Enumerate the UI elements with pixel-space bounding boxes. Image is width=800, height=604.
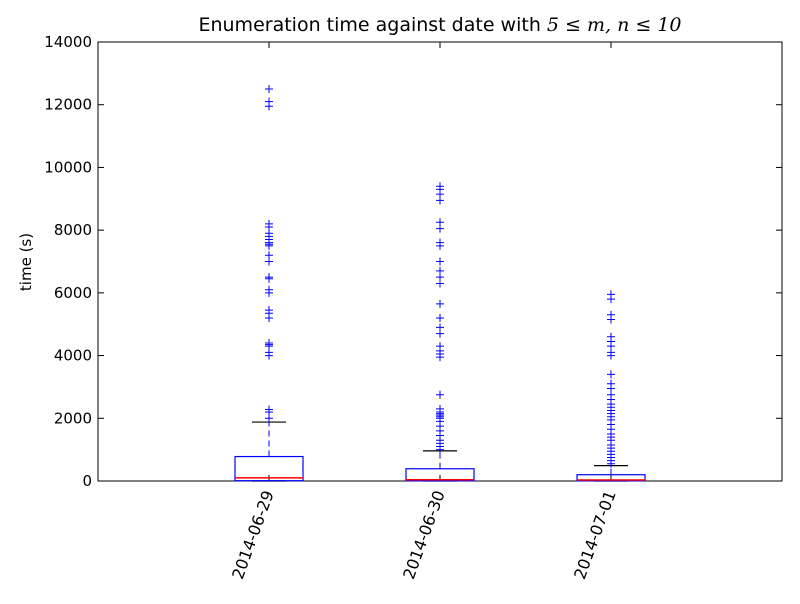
outlier-point: [607, 310, 615, 319]
x-tick-label: 2014-06-30: [399, 488, 449, 582]
outlier-point: [265, 97, 273, 106]
outlier-point: [436, 182, 444, 191]
x-tick-label: 2014-06-29: [228, 488, 278, 582]
chart-title-math: 5 ≤ m, n ≤ 10: [546, 14, 682, 36]
outlier-point: [436, 257, 444, 266]
y-tick-label: 12000: [44, 96, 92, 114]
chart-title: Enumeration time against date with 5 ≤ m…: [98, 14, 782, 36]
iqr-box: [576, 474, 646, 482]
y-tick-label: 0: [82, 472, 92, 490]
iqr-box: [405, 468, 475, 482]
y-tick-label: 10000: [44, 158, 92, 176]
outlier-point: [436, 238, 444, 247]
outlier-point: [436, 390, 444, 399]
iqr-box: [234, 455, 304, 482]
chart-title-text: Enumeration time against date with: [198, 14, 547, 36]
outlier-point: [607, 379, 615, 388]
outlier-point: [436, 404, 444, 413]
outlier-point: [436, 313, 444, 322]
outlier-point: [265, 405, 273, 414]
outlier-point: [265, 273, 273, 282]
outlier-point: [265, 85, 273, 94]
outlier-point: [436, 323, 444, 332]
y-tick-label: 2000: [54, 409, 92, 427]
outlier-point: [436, 218, 444, 227]
outlier-point: [265, 306, 273, 315]
y-tick-label: 6000: [54, 284, 92, 302]
outlier-point: [265, 339, 273, 348]
outlier-point: [607, 290, 615, 299]
y-tick-label: 4000: [54, 347, 92, 365]
outlier-point: [607, 332, 615, 341]
outlier-point: [436, 299, 444, 308]
y-tick-label: 8000: [54, 221, 92, 239]
outlier-point: [265, 219, 273, 228]
y-axis-label: time (s): [17, 232, 35, 292]
outlier-point: [265, 251, 273, 260]
outlier-point: [436, 342, 444, 351]
outlier-point: [607, 370, 615, 379]
outlier-point: [265, 285, 273, 294]
y-tick-label: 14000: [44, 33, 92, 51]
x-tick-label: 2014-07-01: [570, 488, 620, 582]
outlier-point: [436, 266, 444, 275]
